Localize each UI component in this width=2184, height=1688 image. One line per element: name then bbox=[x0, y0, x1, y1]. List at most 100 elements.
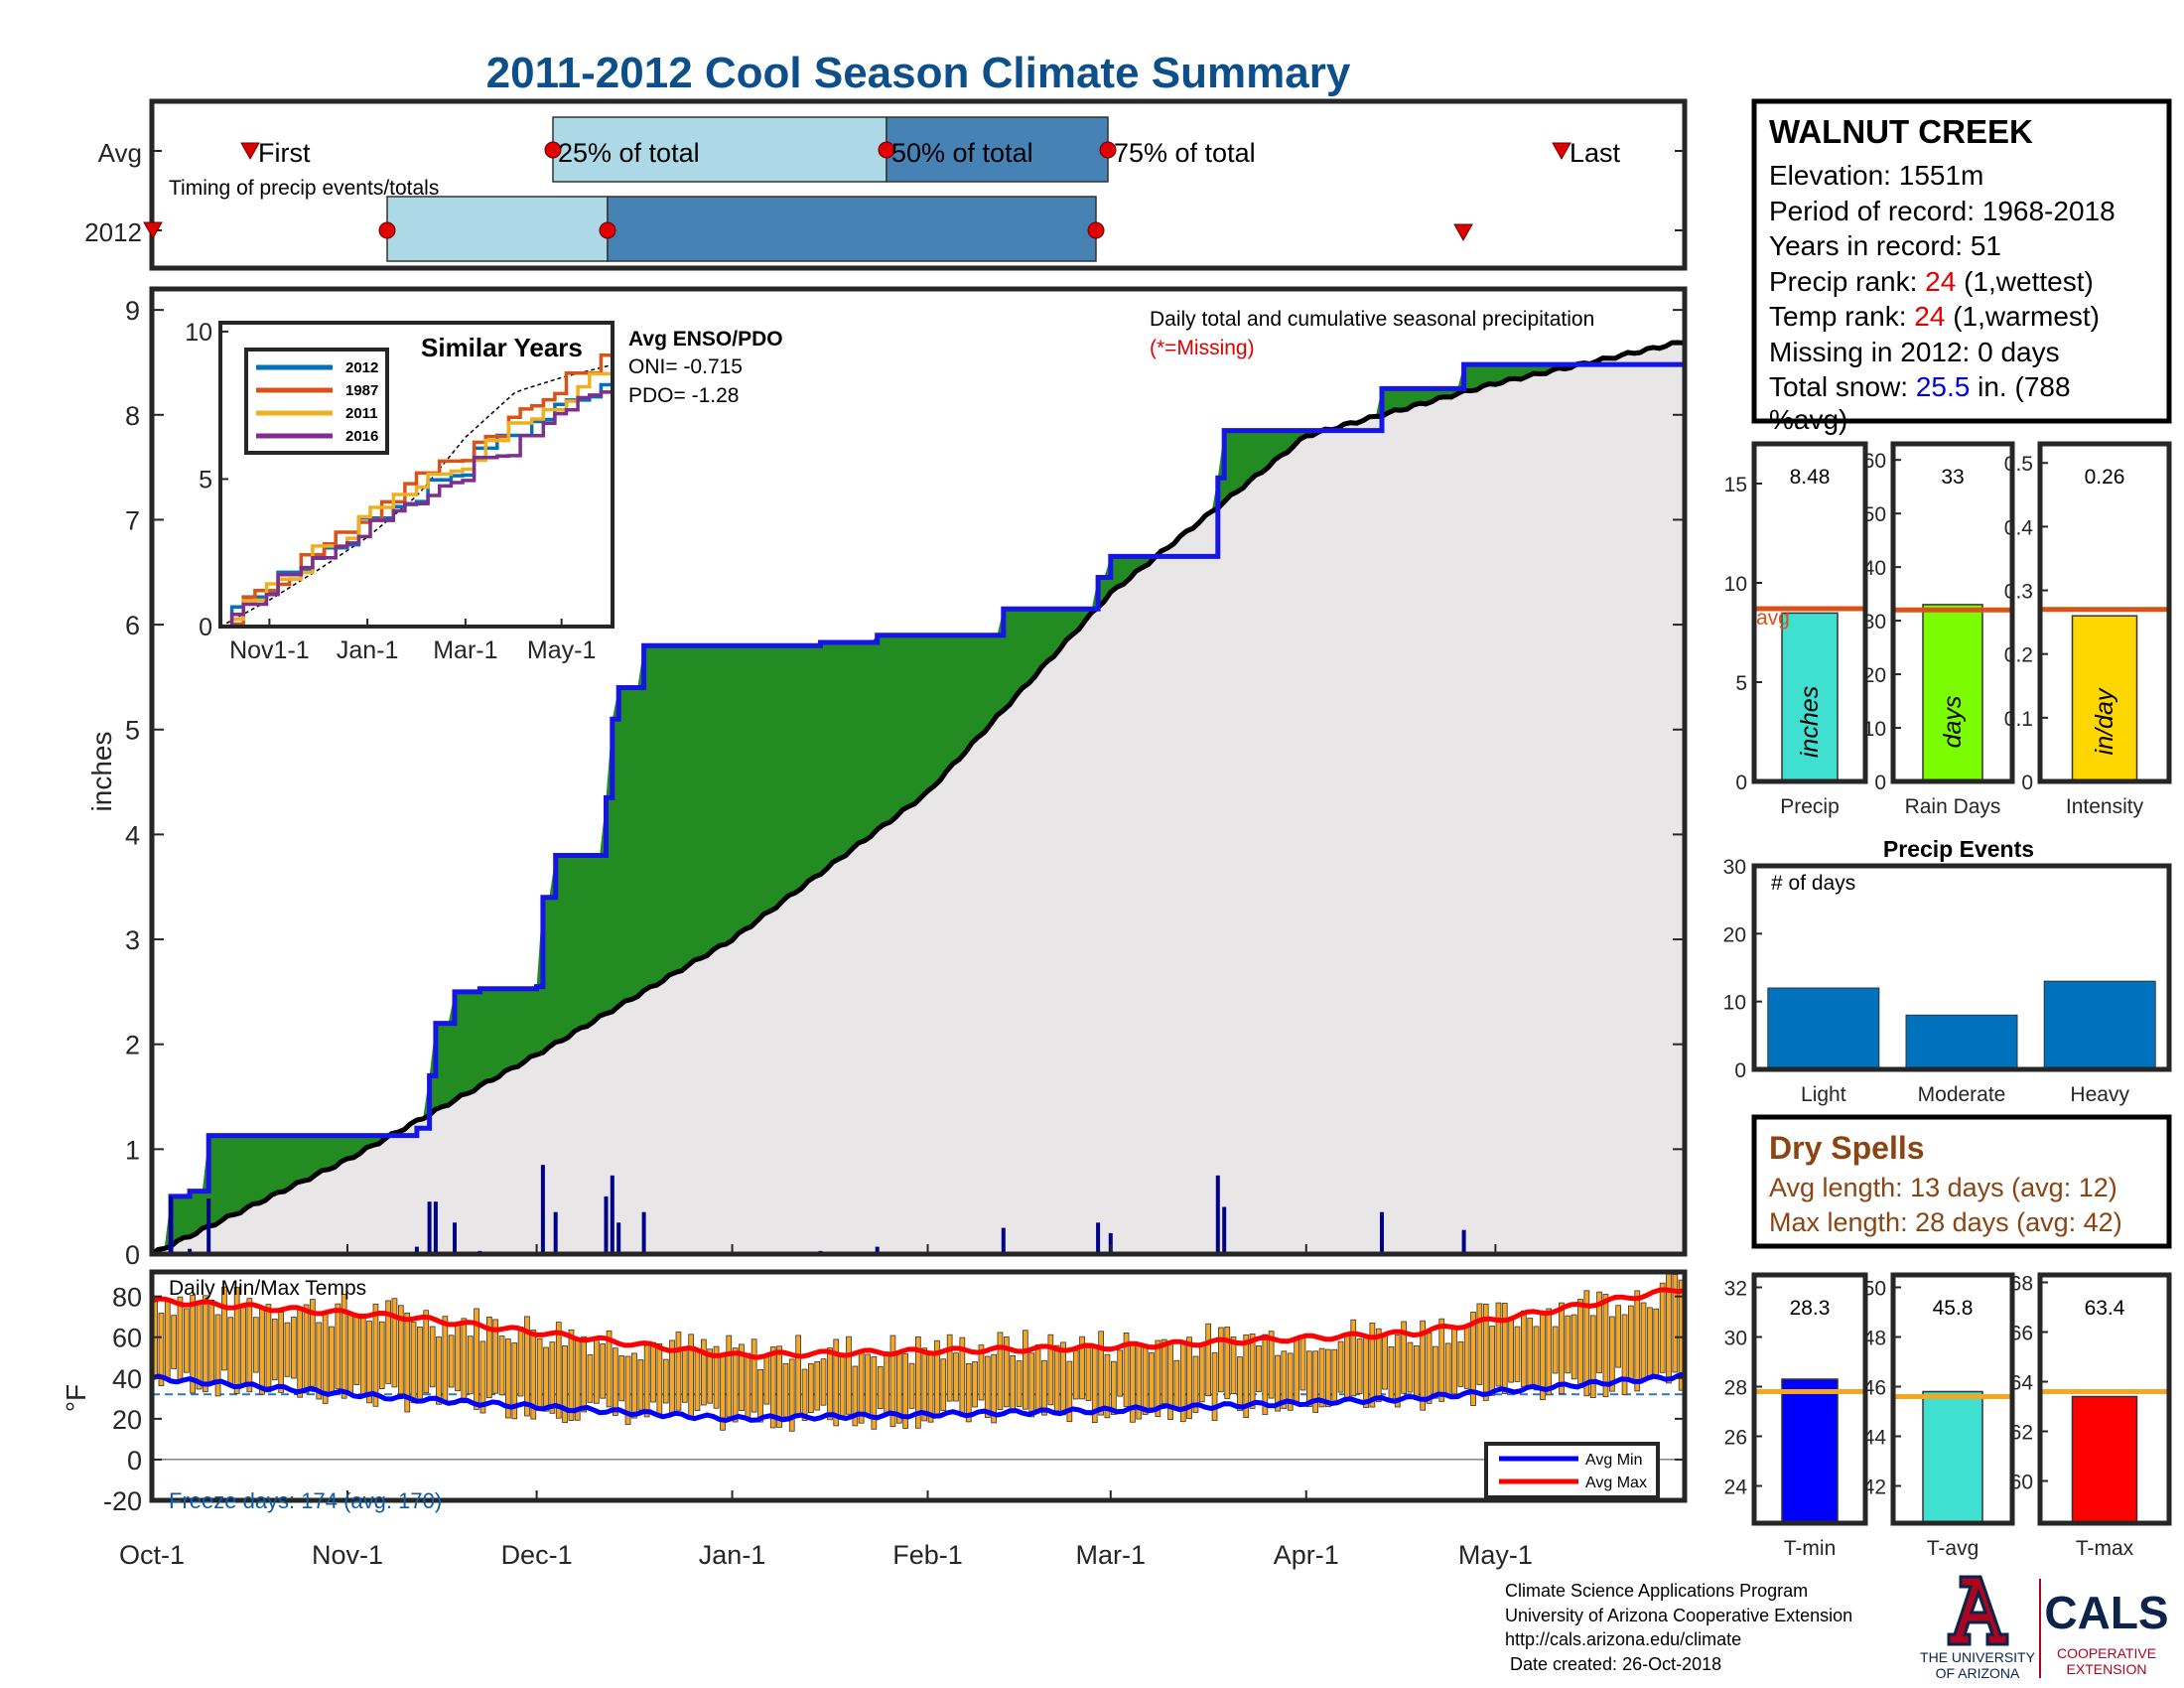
daily-precip-bar bbox=[1461, 1229, 1466, 1254]
daily-temp-bar bbox=[1281, 1350, 1288, 1409]
cals-line-2: EXTENSION bbox=[2067, 1661, 2147, 1677]
daily-temp-bar bbox=[701, 1338, 707, 1406]
precip-rank-label: Precip rank: bbox=[1769, 266, 1925, 297]
daily-temp-bar bbox=[461, 1318, 468, 1404]
intensity-summary-y-tick: 0.3 bbox=[2004, 581, 2033, 604]
daily-temp-bar bbox=[751, 1338, 757, 1413]
daily-temp-bar bbox=[675, 1332, 682, 1411]
pdo-value: PDO= -1.28 bbox=[628, 384, 739, 407]
rain-days-summary-y-tick: 50 bbox=[1863, 503, 1886, 526]
daily-temp-bar bbox=[1331, 1348, 1338, 1405]
daily-temp-bar bbox=[391, 1298, 398, 1388]
daily-temp-bar bbox=[568, 1329, 575, 1421]
daily-temp-bar bbox=[865, 1353, 871, 1416]
elevation: Elevation: 1551m bbox=[1769, 160, 1983, 191]
dry-spells-title: Dry Spells bbox=[1769, 1130, 1925, 1166]
tavg-summary-bar bbox=[1922, 1390, 1983, 1524]
daily-temp-bar bbox=[1155, 1339, 1161, 1417]
daily-temp-bar bbox=[252, 1317, 259, 1373]
daily-temp-bar bbox=[341, 1294, 347, 1399]
daily-temp-bar bbox=[1596, 1291, 1602, 1373]
rain-days-summary-unit-label: days bbox=[1939, 696, 1967, 749]
temp-rank-value: 24 bbox=[1914, 301, 1945, 332]
daily-temp-bar bbox=[562, 1345, 568, 1423]
daily-temp-bar bbox=[1559, 1302, 1565, 1394]
precip-frame bbox=[149, 286, 1688, 1257]
daily-temp-bar bbox=[183, 1308, 190, 1373]
daily-temp-bar bbox=[814, 1361, 821, 1411]
timing-row-avg-label: Avg bbox=[98, 138, 142, 168]
daily-temp-bar bbox=[485, 1317, 492, 1399]
daily-temp-bar bbox=[1041, 1359, 1047, 1416]
daily-temp-bar bbox=[309, 1299, 316, 1387]
footer-line-4: Date created: 26-Oct-2018 bbox=[1505, 1654, 1721, 1674]
daily-temp-bar bbox=[1426, 1333, 1433, 1404]
inset-y-tick: 5 bbox=[199, 466, 212, 493]
daily-temp-bar bbox=[1047, 1334, 1054, 1406]
daily-temp-bar bbox=[1640, 1302, 1647, 1381]
cals-wordmark: CALS bbox=[2044, 1587, 2168, 1638]
daily-temp-bar bbox=[1552, 1326, 1559, 1374]
precip-summary: 0 5 10 15 8.48 Precip inches avg bbox=[1724, 441, 1868, 818]
daily-precip-bar bbox=[169, 1196, 174, 1254]
precip-events-bar-moderate bbox=[1905, 1014, 2018, 1070]
dry-spells-avg: Avg length: 13 days (avg: 12) bbox=[1769, 1173, 2117, 1202]
daily-temp-bar bbox=[643, 1344, 650, 1418]
tmin-summary-y-tick: 28 bbox=[1724, 1377, 1747, 1400]
daily-temp-bar bbox=[1053, 1344, 1060, 1412]
daily-temp-bar bbox=[1583, 1290, 1590, 1397]
daily-temp-bar bbox=[378, 1321, 385, 1389]
tmax-summary-y-tick: 68 bbox=[2010, 1273, 2033, 1296]
daily-temp-bar bbox=[1028, 1352, 1035, 1418]
daily-temp-bar bbox=[190, 1295, 196, 1394]
inset-legend-label: 2016 bbox=[345, 428, 378, 445]
daily-temp-bar bbox=[1072, 1349, 1079, 1400]
precip-summary-avg-label: avg bbox=[1756, 607, 1790, 630]
daily-temp-bar bbox=[543, 1346, 549, 1412]
inset-legend-label: 1987 bbox=[345, 382, 378, 399]
temps-x-tick: Jan-1 bbox=[699, 1540, 766, 1570]
daily-temp-bar bbox=[997, 1332, 1004, 1410]
daily-temp-bar bbox=[1621, 1314, 1628, 1395]
daily-precip-bar bbox=[188, 1248, 193, 1254]
daily-temp-bar bbox=[637, 1359, 644, 1411]
timing-box-2012-light bbox=[386, 196, 609, 262]
daily-temp-bar bbox=[1363, 1335, 1369, 1408]
daily-temp-bar bbox=[164, 1301, 171, 1380]
daily-temp-bar bbox=[1394, 1335, 1401, 1408]
precip-y-tick: 5 bbox=[125, 716, 140, 746]
missing-note: (*=Missing) bbox=[1150, 337, 1255, 359]
daily-temp-bar bbox=[581, 1336, 588, 1413]
daily-temp-bar bbox=[1173, 1359, 1180, 1409]
temps-y-tick: 0 bbox=[127, 1446, 142, 1476]
p25-marker-2012 bbox=[378, 221, 396, 239]
daily-precip-bar bbox=[641, 1211, 646, 1254]
precip-caption: Daily total and cumulative seasonal prec… bbox=[1150, 308, 1594, 331]
daily-temp-bar bbox=[1142, 1343, 1149, 1415]
precip-summary-unit-label: inches bbox=[1796, 686, 1824, 758]
rain-days-summary-value: 33 bbox=[1941, 466, 1964, 489]
daily-temp-bar bbox=[1609, 1316, 1615, 1392]
daily-precip-bar bbox=[453, 1222, 457, 1254]
daily-temp-bar bbox=[739, 1343, 745, 1412]
daily-temp-bar bbox=[1489, 1326, 1495, 1396]
daily-temp-bar bbox=[656, 1342, 663, 1417]
daily-temp-bar bbox=[1337, 1340, 1344, 1393]
precip-events-y-tick: 30 bbox=[1723, 856, 1746, 879]
temps-x-tick: Nov-1 bbox=[312, 1540, 383, 1570]
daily-temp-bar bbox=[732, 1347, 739, 1423]
daily-temp-bar bbox=[1344, 1336, 1350, 1402]
daily-precip-bar bbox=[206, 1198, 211, 1254]
daily-temp-bar bbox=[991, 1353, 998, 1424]
daily-temp-bar bbox=[1123, 1333, 1130, 1407]
precip-events-subtitle: # of days bbox=[1771, 872, 1855, 895]
daily-temp-bar bbox=[1275, 1354, 1281, 1412]
daily-temp-bar bbox=[196, 1301, 203, 1390]
daily-temp-bar bbox=[1016, 1360, 1023, 1407]
daily-temp-bar bbox=[1653, 1308, 1660, 1377]
inset-title: Similar Years bbox=[421, 333, 583, 362]
tmin-summary-x-label: T-min bbox=[1784, 1537, 1837, 1560]
temps-y-label: °F bbox=[61, 1384, 91, 1412]
daily-temp-bar bbox=[1414, 1345, 1420, 1401]
intensity-summary-x-label: Intensity bbox=[2066, 795, 2144, 818]
